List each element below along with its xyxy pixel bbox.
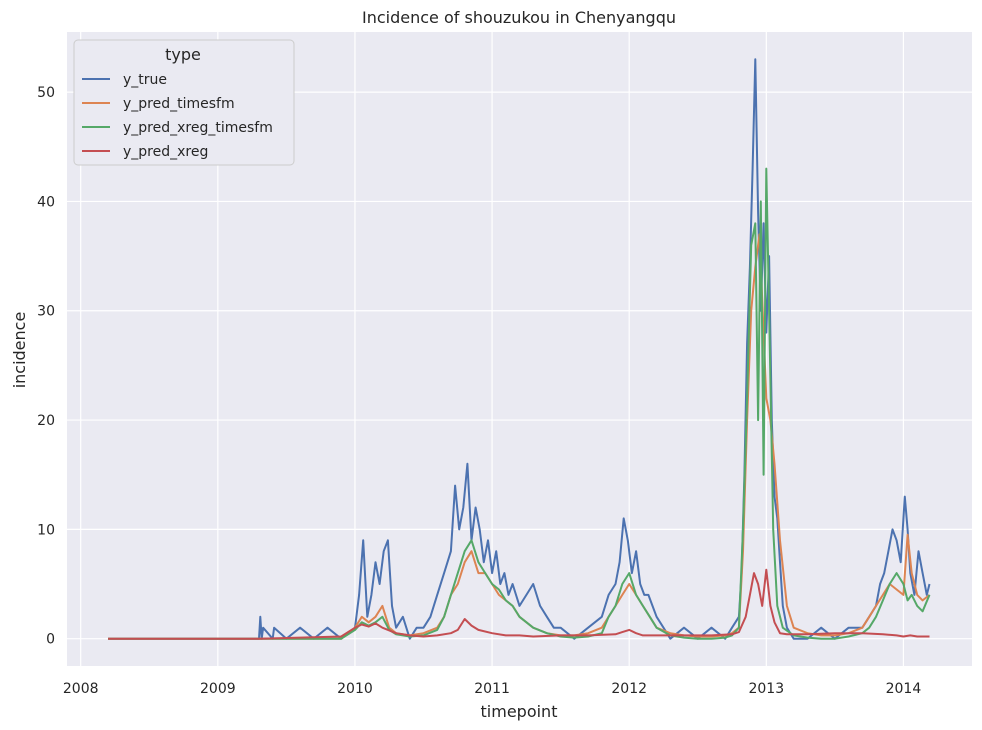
series-group xyxy=(108,58,931,640)
x-tick-label: 2012 xyxy=(611,681,647,697)
x-tick-label: 2011 xyxy=(474,681,510,697)
y-axis-label: incidence xyxy=(10,312,29,389)
x-axis-label: timepoint xyxy=(481,702,558,721)
legend-title: type xyxy=(165,45,201,64)
legend-label: y_pred_xreg_timesfm xyxy=(123,120,273,136)
x-tick-label: 2014 xyxy=(886,681,922,697)
y-tick-label: 40 xyxy=(37,194,55,210)
y-tick-label: 20 xyxy=(37,413,55,429)
x-tick-label: 2013 xyxy=(748,681,784,697)
y-tick-label: 30 xyxy=(37,304,55,320)
series-line-y-pred-xreg xyxy=(108,568,930,640)
legend: type y_true y_pred_timesfm y_pred_xreg_tim… xyxy=(73,39,295,166)
x-tick-label: 2010 xyxy=(337,681,373,697)
chart-title: Incidence of shouzukou in Chenyangqu xyxy=(362,8,676,27)
series-line-y-true xyxy=(108,58,931,640)
legend-box xyxy=(73,39,295,166)
legend-label: y_pred_xreg xyxy=(123,144,208,160)
legend-label: y_true xyxy=(123,72,167,88)
x-tick-label: 2009 xyxy=(200,681,236,697)
y-tick-label: 10 xyxy=(37,522,55,538)
legend-label: y_pred_timesfm xyxy=(123,96,235,112)
y-tick-label: 50 xyxy=(37,85,55,101)
legend-entries: y_true y_pred_timesfm y_pred_xreg_timesfmy… xyxy=(82,72,273,160)
y-tick-label: 0 xyxy=(46,632,55,648)
y-tick-labels: 0 10 20 30 40 50 xyxy=(37,85,55,648)
series-line-y-pred-xreg-timesfm xyxy=(108,167,931,640)
x-tick-labels: 2008 2009 2010 2011 2012 2013 2014 xyxy=(63,681,921,697)
x-tick-label: 2008 xyxy=(63,681,99,697)
